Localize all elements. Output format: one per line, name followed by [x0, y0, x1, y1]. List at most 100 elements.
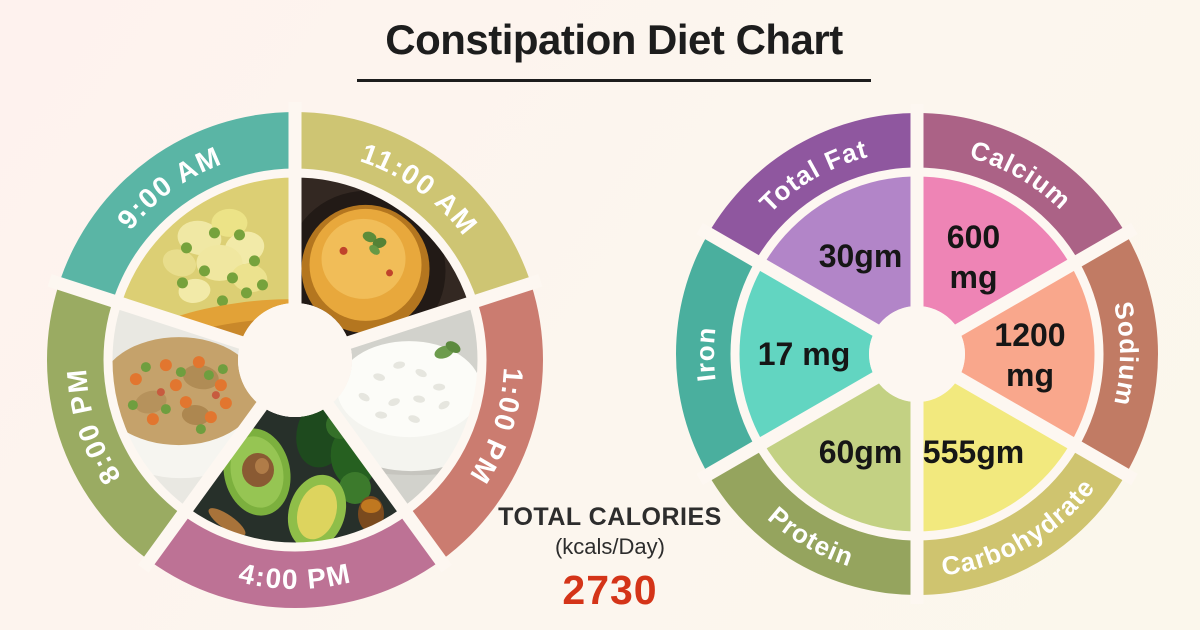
food-shape — [140, 362, 151, 373]
food-shape — [375, 411, 388, 419]
meal-ring-segment — [407, 283, 543, 561]
nutrient-value-slice — [739, 265, 876, 443]
segment-separator — [138, 388, 277, 573]
segment-separator — [331, 274, 543, 354]
food-shape — [169, 379, 182, 392]
food-shape — [373, 373, 385, 381]
food-shape — [438, 400, 450, 410]
nutrient-ring-segment — [1078, 233, 1158, 475]
food-shape — [372, 237, 387, 249]
food-shape — [198, 265, 210, 277]
food-shape — [226, 272, 238, 284]
segment-separator — [696, 365, 891, 486]
food-shape — [159, 359, 172, 372]
food-shape — [369, 244, 380, 255]
food-shape — [240, 287, 252, 299]
nutrient-value-text: 600 mg — [947, 219, 1000, 295]
food-shape — [358, 392, 370, 402]
header: Constipation Diet Chart — [0, 16, 1200, 82]
food-shape — [256, 279, 268, 291]
food-shape — [112, 337, 259, 446]
food-shape — [181, 405, 210, 426]
segment-separator — [696, 222, 891, 343]
food-shape — [175, 367, 186, 378]
food-shape — [415, 369, 427, 378]
food-shape — [204, 411, 217, 424]
food-shape — [214, 379, 227, 392]
nutrient-value-text: 30gm — [819, 238, 903, 274]
food-photo-0 — [295, 177, 470, 343]
food-shape — [337, 341, 478, 438]
center-hole — [238, 303, 352, 417]
food-shape — [339, 472, 371, 504]
food-shape — [180, 242, 192, 254]
ring-gap — [103, 168, 487, 552]
food-shape — [296, 484, 338, 540]
nutrient-value-slice — [917, 176, 1072, 330]
food-shape — [248, 255, 260, 267]
food-shape — [162, 249, 197, 277]
food-shape — [192, 356, 205, 369]
food-shape — [433, 383, 446, 391]
food-shape — [160, 404, 171, 415]
segment-separator — [313, 388, 452, 573]
page-title: Constipation Diet Chart — [357, 16, 871, 82]
food-shape — [156, 388, 165, 397]
nutrient-value-slice — [762, 378, 917, 532]
food-shape — [445, 341, 461, 353]
total-calories-value: 2730 — [562, 567, 658, 613]
nutrient-value-text: 60gm — [819, 434, 903, 470]
nutrient-ring-segment — [708, 447, 917, 595]
center-hole — [869, 306, 965, 402]
food-shape — [408, 415, 420, 423]
food-shape — [233, 229, 245, 241]
food-shape — [179, 396, 192, 409]
meal-ring-segment — [46, 283, 183, 561]
meal-ring-segment — [295, 112, 531, 301]
food-shape — [388, 398, 400, 406]
nutrient-value-text: 1200 mg — [994, 317, 1065, 393]
total-calories-label: TOTAL CALORIES — [498, 503, 722, 531]
food-shape — [361, 499, 381, 513]
food-shape — [135, 390, 167, 414]
total-calories-block: TOTAL CALORIES (kcals/Day) 2730 — [460, 503, 760, 614]
food-shape — [127, 400, 138, 411]
nutrient-ring-segment — [708, 113, 917, 261]
food-shape — [146, 413, 159, 426]
food-shape — [255, 458, 269, 474]
food-shape — [219, 397, 232, 410]
food-shape — [413, 395, 426, 403]
food-shape — [393, 361, 406, 369]
nutrient-ring-segment — [917, 447, 1126, 595]
food-shape — [211, 391, 220, 400]
segment-separator — [943, 222, 1138, 343]
food-shape — [208, 508, 246, 536]
meal-schedule-wheel: 11:00 AM1:00 PM4:00 PM8:00 PM9:00 AM — [46, 102, 543, 608]
nutrient-name-label: Iron — [690, 325, 722, 383]
food-shape — [339, 246, 348, 255]
total-calories-unit: (kcals/Day) — [554, 534, 665, 559]
segment-separator — [943, 365, 1138, 486]
food-shape — [217, 364, 228, 375]
food-shape — [208, 227, 220, 239]
food-shape — [129, 373, 142, 386]
ring-gap — [730, 167, 1104, 541]
segment-separator — [47, 274, 259, 354]
nutrient-value-text: 555gm — [923, 434, 1024, 470]
food-shape — [195, 424, 206, 435]
food-shape — [216, 295, 228, 307]
food-shape — [362, 231, 377, 243]
nutrient-value-text: 17 mg — [758, 336, 850, 372]
nutrient-value-slice — [917, 378, 1072, 532]
food-shape — [386, 269, 394, 277]
meal-ring-segment — [149, 514, 441, 608]
meal-ring-segment — [59, 112, 295, 301]
nutrient-ring-segment — [676, 233, 756, 475]
nutrient-value-slice — [762, 176, 917, 330]
food-shape — [321, 218, 406, 299]
food-shape — [203, 370, 214, 381]
nutrient-value-slice — [958, 265, 1095, 443]
food-shape — [176, 277, 188, 289]
